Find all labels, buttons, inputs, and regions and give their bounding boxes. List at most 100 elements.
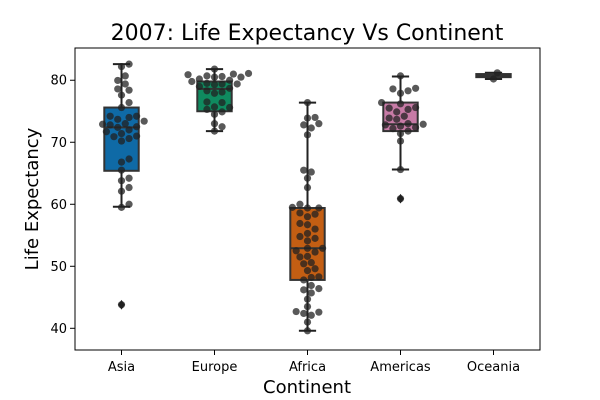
data-point bbox=[226, 103, 234, 112]
data-point bbox=[125, 113, 133, 122]
data-point bbox=[396, 100, 405, 108]
data-point bbox=[315, 273, 323, 281]
data-point bbox=[296, 232, 304, 241]
data-point bbox=[125, 60, 133, 68]
data-point bbox=[218, 88, 226, 96]
data-point bbox=[244, 69, 253, 78]
data-point bbox=[303, 237, 312, 245]
data-point bbox=[210, 110, 219, 118]
data-point bbox=[210, 120, 219, 128]
data-point bbox=[203, 87, 211, 95]
data-point bbox=[303, 131, 312, 139]
data-point bbox=[117, 137, 126, 145]
data-point bbox=[226, 76, 234, 84]
data-point bbox=[385, 114, 393, 122]
data-point bbox=[106, 121, 114, 129]
data-point bbox=[117, 203, 126, 211]
data-point bbox=[307, 168, 315, 176]
data-point bbox=[300, 309, 308, 318]
data-point bbox=[319, 244, 327, 252]
data-point bbox=[117, 301, 126, 309]
plot-layer bbox=[99, 60, 512, 335]
data-point bbox=[393, 108, 401, 116]
data-point bbox=[102, 128, 110, 136]
data-point bbox=[99, 120, 107, 128]
data-point bbox=[229, 70, 237, 78]
data-point bbox=[125, 200, 133, 208]
x-axis-label: Continent bbox=[263, 377, 351, 398]
data-point bbox=[237, 73, 245, 81]
data-point bbox=[133, 123, 141, 131]
data-point bbox=[315, 204, 323, 212]
data-point bbox=[396, 72, 405, 80]
data-point bbox=[303, 204, 312, 212]
data-point bbox=[307, 281, 315, 290]
data-point bbox=[300, 121, 308, 129]
data-point bbox=[117, 91, 126, 99]
data-point bbox=[311, 265, 319, 273]
data-point bbox=[389, 85, 397, 93]
data-point bbox=[303, 244, 312, 252]
data-point bbox=[125, 183, 133, 192]
data-point bbox=[396, 195, 405, 203]
data-point bbox=[307, 273, 315, 282]
y-axis: 40 50 60 70 80 bbox=[50, 74, 75, 337]
data-point bbox=[300, 166, 308, 174]
data-point bbox=[307, 289, 315, 297]
data-point bbox=[296, 200, 304, 208]
data-point bbox=[404, 127, 412, 135]
data-point bbox=[114, 85, 122, 93]
data-point bbox=[311, 113, 319, 122]
swarm-europe bbox=[184, 65, 253, 135]
data-point bbox=[125, 98, 133, 107]
data-point bbox=[315, 120, 323, 128]
swarm-asia bbox=[99, 60, 148, 309]
data-point bbox=[218, 108, 226, 116]
data-point bbox=[125, 126, 133, 134]
data-point bbox=[117, 187, 126, 195]
data-point bbox=[311, 234, 319, 242]
data-point bbox=[210, 103, 219, 111]
data-point bbox=[210, 65, 219, 73]
data-point bbox=[210, 89, 219, 97]
data-point bbox=[300, 260, 308, 268]
data-point bbox=[125, 134, 133, 143]
x-tick-label: Europe bbox=[192, 360, 238, 375]
data-point bbox=[140, 117, 148, 125]
data-point bbox=[303, 295, 312, 303]
data-point bbox=[288, 203, 296, 211]
x-tick-label: Asia bbox=[108, 360, 135, 375]
data-point bbox=[303, 221, 312, 229]
data-point bbox=[378, 98, 386, 107]
data-point bbox=[303, 174, 312, 182]
data-point bbox=[404, 105, 412, 113]
data-point bbox=[300, 276, 308, 284]
data-point bbox=[106, 112, 114, 120]
data-point bbox=[412, 103, 420, 112]
x-axis: Asia Europe Africa Americas Oceania bbox=[108, 350, 520, 375]
x-tick-label: Americas bbox=[370, 360, 431, 375]
data-point bbox=[381, 121, 389, 129]
data-point bbox=[125, 155, 133, 163]
data-point bbox=[385, 104, 393, 112]
data-point bbox=[303, 318, 312, 326]
data-point bbox=[396, 122, 405, 130]
data-point bbox=[307, 311, 315, 319]
data-point bbox=[396, 165, 405, 174]
y-tick-label: 40 bbox=[50, 322, 67, 337]
data-point bbox=[303, 98, 312, 107]
y-tick-label: 70 bbox=[50, 136, 67, 151]
data-point bbox=[296, 253, 304, 261]
data-point bbox=[315, 285, 323, 293]
data-point bbox=[303, 267, 312, 275]
data-point bbox=[117, 177, 126, 185]
data-point bbox=[195, 75, 203, 83]
data-point bbox=[315, 308, 323, 316]
data-point bbox=[114, 115, 122, 123]
box-asia bbox=[103, 63, 140, 310]
data-point bbox=[389, 125, 397, 133]
data-point bbox=[203, 105, 211, 113]
x-tick-label: Oceania bbox=[467, 360, 520, 375]
data-point bbox=[210, 80, 219, 89]
